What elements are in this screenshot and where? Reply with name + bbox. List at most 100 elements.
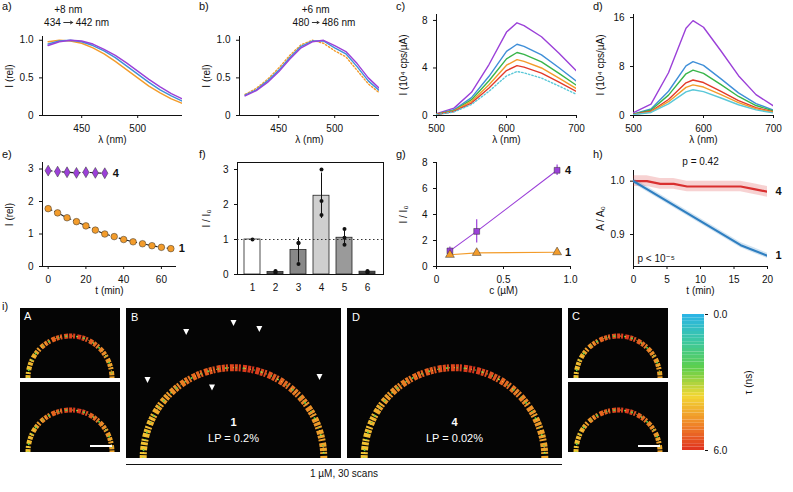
svg-text:A / A₀: A / A₀ [595, 206, 606, 231]
svg-text:6: 6 [365, 282, 371, 293]
svg-text:I / I₀: I / I₀ [201, 209, 212, 227]
svg-text:15: 15 [728, 274, 740, 285]
svg-text:8: 8 [422, 15, 428, 26]
svg-text:0: 0 [422, 261, 428, 272]
svg-text:I (10⁴ cps/µA): I (10⁴ cps/µA) [398, 34, 409, 95]
svg-text:442 nm: 442 nm [76, 17, 109, 28]
svg-text:2: 2 [273, 282, 279, 293]
svg-text:I (rel): I (rel) [4, 203, 15, 226]
svg-text:10: 10 [695, 274, 707, 285]
svg-text:0: 0 [631, 274, 637, 285]
svg-text:0: 0 [28, 261, 34, 272]
svg-text:1: 1 [223, 234, 229, 245]
svg-text:+8 nm: +8 nm [54, 4, 82, 15]
svg-text:5: 5 [342, 282, 348, 293]
svg-text:3: 3 [296, 282, 302, 293]
svg-text:500: 500 [428, 123, 445, 134]
svg-text:4: 4 [422, 62, 428, 73]
svg-text:6: 6 [422, 183, 428, 194]
html-text:h): h) [593, 148, 603, 160]
svg-text:λ (nm): λ (nm) [98, 134, 126, 145]
svg-text:1: 1 [776, 249, 782, 261]
svg-text:0: 0 [619, 110, 625, 121]
svg-text:450: 450 [270, 123, 287, 134]
svg-text:8: 8 [422, 157, 428, 168]
svg-text:t (min): t (min) [95, 285, 123, 296]
svg-text:1: 1 [28, 228, 34, 239]
svg-text:4: 4 [113, 167, 120, 179]
svg-text:4: 4 [565, 164, 572, 176]
html-text:1 µM, 30 scans: 1 µM, 30 scans [310, 468, 378, 479]
svg-text:8: 8 [619, 61, 625, 72]
svg-text:λ (nm): λ (nm) [492, 134, 520, 145]
svg-text:I / I₀: I / I₀ [398, 205, 409, 223]
html-text:A: A [24, 310, 32, 322]
svg-text:600: 600 [695, 123, 712, 134]
svg-text:0.5: 0.5 [217, 72, 231, 83]
svg-text:1.0: 1.0 [20, 34, 34, 45]
svg-text:τ (ns): τ (ns) [743, 371, 754, 395]
svg-text:0: 0 [45, 274, 51, 285]
svg-text:0: 0 [28, 110, 34, 121]
html-text:b): b) [199, 0, 209, 12]
svg-text:500: 500 [129, 123, 146, 134]
svg-text:1.0: 1.0 [564, 274, 578, 285]
svg-text:1: 1 [179, 242, 185, 254]
html-text:B: B [131, 311, 139, 323]
html-text:LP = 0.2%: LP = 0.2% [208, 432, 259, 444]
html-text:a): a) [2, 0, 12, 12]
svg-text:16: 16 [613, 12, 625, 23]
svg-text:0: 0 [225, 110, 231, 121]
svg-text:p < 10⁻⁵: p < 10⁻⁵ [638, 253, 676, 264]
svg-text:700: 700 [568, 123, 585, 134]
svg-text:0.5: 0.5 [497, 274, 511, 285]
svg-text:5: 5 [664, 274, 670, 285]
svg-text:1: 1 [565, 246, 571, 258]
svg-text:1: 1 [250, 282, 256, 293]
svg-text:2: 2 [422, 235, 428, 246]
html-text:c): c) [396, 0, 406, 12]
html-text:g): g) [396, 148, 406, 160]
svg-text:500: 500 [326, 123, 343, 134]
svg-text:0: 0 [434, 274, 440, 285]
svg-text:486 nm: 486 nm [322, 17, 355, 28]
svg-text:1.0: 1.0 [217, 34, 231, 45]
svg-text:700: 700 [765, 123, 782, 134]
svg-text:4: 4 [319, 282, 325, 293]
svg-text:p = 0.42: p = 0.42 [682, 156, 719, 167]
svg-text:0: 0 [223, 269, 229, 280]
svg-text:I (rel): I (rel) [4, 64, 15, 87]
svg-text:λ (nm): λ (nm) [295, 134, 323, 145]
svg-text:I (10⁴ cps/µA): I (10⁴ cps/µA) [595, 34, 606, 95]
html-text:d): d) [593, 0, 603, 12]
svg-text:c (µM): c (µM) [489, 285, 518, 296]
svg-text:2: 2 [28, 196, 34, 207]
html-text:D: D [352, 311, 360, 323]
svg-text:4: 4 [776, 185, 783, 197]
svg-text:I (rel): I (rel) [201, 64, 212, 87]
svg-text:2: 2 [223, 199, 229, 210]
svg-text:480: 480 [293, 17, 310, 28]
svg-text:600: 600 [498, 123, 515, 134]
svg-text:0.5: 0.5 [20, 72, 34, 83]
svg-text:20: 20 [762, 274, 774, 285]
svg-text:t (min): t (min) [686, 285, 714, 296]
svg-text:40: 40 [118, 274, 130, 285]
html-text:e): e) [2, 148, 12, 160]
svg-text:500: 500 [625, 123, 642, 134]
svg-text:λ (nm): λ (nm) [689, 134, 717, 145]
svg-text:0.0: 0.0 [714, 309, 728, 320]
svg-text:434: 434 [44, 17, 61, 28]
svg-text:1.0: 1.0 [611, 175, 625, 186]
svg-text:20: 20 [80, 274, 92, 285]
svg-text:6.0: 6.0 [714, 445, 728, 456]
svg-text:3: 3 [223, 164, 229, 175]
svg-text:4: 4 [422, 209, 428, 220]
svg-text:60: 60 [156, 274, 168, 285]
html-text:LP = 0.02%: LP = 0.02% [426, 432, 483, 444]
svg-text:+6 nm: +6 nm [302, 4, 330, 15]
svg-text:3: 3 [28, 163, 34, 174]
svg-text:450: 450 [73, 123, 90, 134]
svg-text:0.9: 0.9 [611, 229, 625, 240]
svg-text:0: 0 [422, 110, 428, 121]
